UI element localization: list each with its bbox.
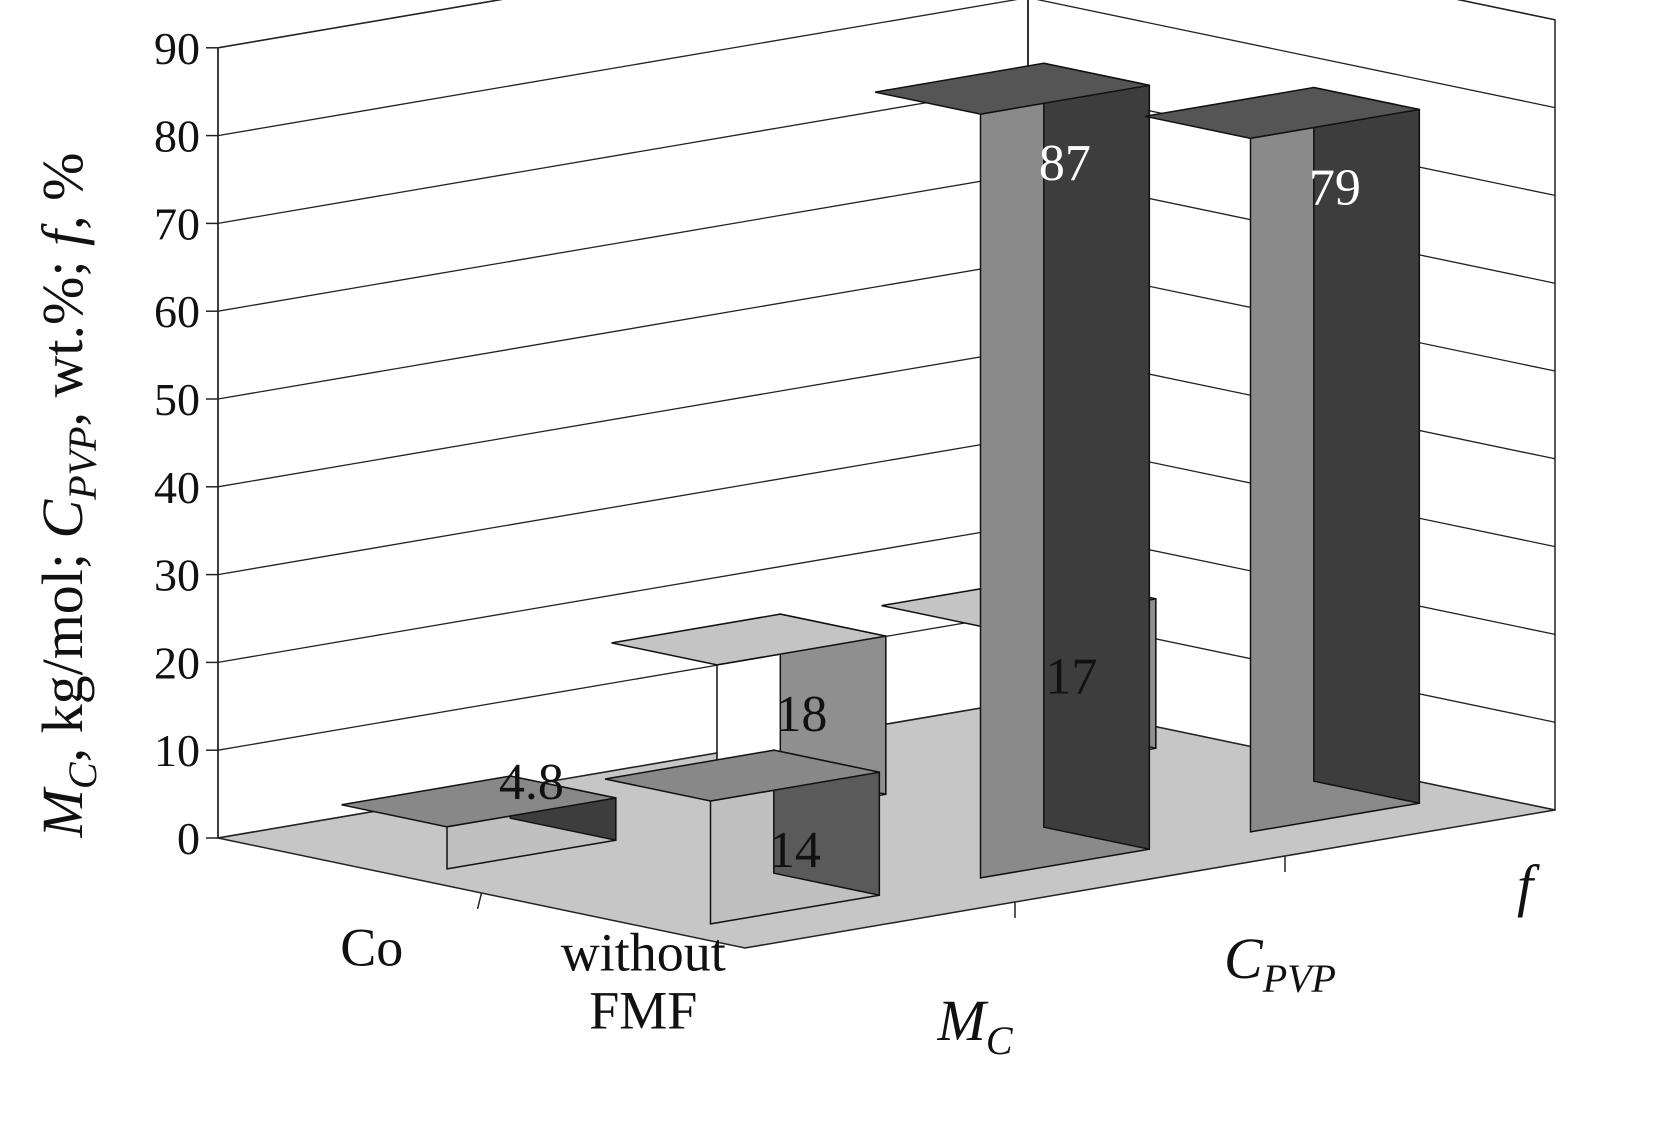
y-axis-label-part: M — [30, 786, 95, 838]
y-tick-label: 90 — [154, 23, 200, 74]
bar-value-label: 17 — [1045, 649, 1097, 706]
depth-category-line: FMF — [589, 981, 697, 1041]
bar-top — [604, 749, 880, 802]
y-axis-label-part: C — [60, 761, 105, 789]
bar-value-label: 4.8 — [499, 754, 564, 811]
gridline — [217, 0, 1556, 49]
gridline — [217, 0, 1556, 137]
depth-tick — [476, 892, 483, 910]
bar — [604, 749, 881, 925]
depth-category-label: Co — [340, 918, 403, 978]
x-category-sub: C — [986, 1018, 1014, 1063]
y-axis-label-part: , % — [30, 153, 95, 230]
y-tick-label: 10 — [154, 725, 200, 776]
depth-category-label: without FMF — [561, 923, 726, 1041]
bar-value-label: 18 — [775, 686, 827, 743]
y-axis-label-part: PVP — [60, 426, 105, 500]
x-category-main: M — [936, 988, 988, 1053]
bar-value-label: 14 — [769, 822, 821, 879]
x-category-label: CPVP — [1224, 926, 1336, 1001]
chart-bars-layer — [341, 62, 1421, 925]
chart-back-wall — [217, 0, 1029, 839]
bar-top — [341, 775, 616, 828]
y-axis-label-part: C — [30, 498, 95, 538]
bar-top — [611, 613, 886, 666]
y-tick-label: 0 — [177, 813, 200, 864]
bar-value-label: 79 — [1309, 159, 1361, 216]
bar-value-label: 87 — [1039, 135, 1091, 192]
x-category-sub: PVP — [1262, 956, 1336, 1001]
y-tick-label: 30 — [154, 550, 200, 601]
y-tick-label: 80 — [154, 111, 200, 162]
y-tick-label: 70 — [154, 198, 200, 249]
depth-category-line: without — [561, 923, 726, 983]
bar-top — [1144, 86, 1420, 140]
y-axis-label-part: , kg/mol; — [30, 538, 95, 762]
x-category-label: f — [1517, 853, 1540, 918]
x-category-main: C — [1224, 926, 1264, 991]
y-axis-label-part: , wt.%; — [30, 246, 95, 426]
x-category-main: f — [1517, 853, 1540, 918]
y-tick-label: 60 — [154, 286, 200, 337]
bar — [341, 775, 617, 870]
x-category-label: MC — [936, 988, 1013, 1063]
y-tick-label: 40 — [154, 462, 200, 513]
bar — [874, 62, 1151, 879]
bar — [1144, 86, 1421, 833]
y-tick-label: 50 — [154, 374, 200, 425]
y-axis-label: MC, kg/mol; CPVP, wt.%; f, % — [30, 153, 105, 839]
bar-top — [874, 62, 1150, 115]
y-tick-label: 20 — [154, 637, 200, 688]
